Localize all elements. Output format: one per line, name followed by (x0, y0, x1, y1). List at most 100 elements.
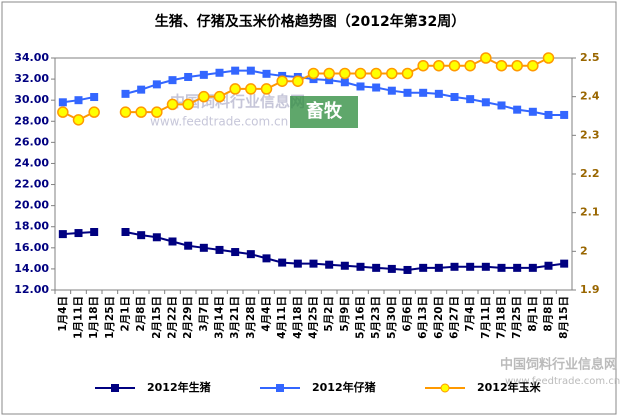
marker (74, 96, 83, 105)
y2-tick-label: 1.9 (580, 283, 600, 296)
marker (528, 107, 537, 116)
y2-tick-label: 2.2 (580, 167, 600, 180)
x-tick-label: 6月27日 (449, 296, 461, 339)
y-tick-label: 18.00 (14, 220, 49, 233)
marker (309, 259, 318, 268)
marker (497, 101, 506, 110)
marker (137, 231, 146, 240)
marker (544, 261, 553, 270)
x-tick-label: 2月29日 (182, 296, 194, 339)
marker (354, 67, 367, 80)
marker (293, 259, 302, 268)
marker (356, 262, 365, 271)
marker (152, 233, 161, 242)
marker (401, 67, 414, 80)
watermark: 中国饲料行业信息网 (500, 357, 617, 373)
y-tick-label: 22.00 (14, 178, 49, 191)
y-tick-label: 34.00 (14, 51, 49, 64)
marker (434, 263, 443, 272)
marker (166, 98, 179, 111)
legend-label: 2012年仔猪 (312, 380, 376, 394)
watermark: www.feedtrade.com.cn (505, 376, 620, 387)
marker (88, 106, 100, 118)
x-tick-label: 1月4日 (57, 296, 69, 332)
x-tick-label: 3月21日 (229, 296, 241, 339)
marker (495, 59, 508, 72)
legend-label: 2012年生猪 (147, 380, 211, 394)
y-tick-label: 16.00 (14, 241, 49, 254)
marker (72, 114, 85, 126)
marker (387, 86, 396, 95)
marker (542, 52, 555, 64)
x-tick-label: 5月30日 (386, 296, 398, 339)
x-tick-label: 5月16日 (355, 296, 367, 339)
marker (325, 260, 334, 269)
marker (262, 254, 271, 263)
chart-title: 生猪、仔猪及玉米价格趋势图（2012年第32周） (155, 13, 465, 30)
marker (215, 245, 224, 254)
marker (231, 248, 240, 257)
marker (340, 261, 349, 270)
x-tick-label: 3月7日 (198, 296, 210, 332)
marker (199, 243, 208, 252)
x-tick-label: 2月15日 (151, 296, 163, 339)
marker (513, 263, 522, 272)
marker (229, 83, 241, 95)
x-tick-label: 1月18日 (88, 296, 100, 339)
marker (245, 83, 257, 95)
x-tick-label: 7月4日 (464, 296, 476, 332)
marker (448, 59, 461, 72)
marker (137, 85, 146, 94)
marker (276, 75, 288, 87)
marker (151, 106, 163, 118)
x-tick-label: 6月13日 (417, 296, 429, 339)
marker (513, 105, 522, 114)
x-tick-label: 3月14日 (214, 296, 226, 339)
marker (433, 59, 445, 72)
marker (464, 59, 476, 72)
marker (198, 90, 210, 103)
marker (58, 98, 67, 107)
marker (481, 98, 490, 107)
marker (528, 263, 537, 272)
y-tick-label: 12.00 (14, 283, 49, 296)
y-tick-label: 24.00 (14, 156, 49, 169)
x-tick-label: 1月25日 (104, 296, 116, 339)
marker (497, 263, 506, 272)
y-tick-label: 14.00 (14, 262, 49, 275)
x-tick-label: 7月11日 (480, 296, 492, 339)
marker (527, 59, 539, 72)
marker (260, 83, 273, 95)
marker (560, 259, 569, 268)
x-tick-label: 3月28日 (245, 296, 257, 339)
marker (466, 95, 475, 104)
x-tick-label: 6月6日 (402, 296, 414, 332)
marker (168, 76, 177, 85)
marker (184, 72, 193, 81)
marker (419, 263, 428, 272)
marker (57, 106, 69, 118)
x-tick-label: 4月11日 (276, 296, 288, 339)
legend-marker (440, 383, 450, 393)
x-tick-label: 8月15日 (558, 296, 570, 339)
x-tick-label: 5月2日 (323, 296, 335, 332)
y2-tick-label: 2.3 (580, 128, 600, 141)
marker (135, 106, 147, 118)
x-tick-label: 2月1日 (120, 296, 132, 332)
marker (215, 68, 224, 77)
marker (370, 67, 382, 80)
marker (74, 229, 83, 238)
x-tick-label: 4月18日 (292, 296, 304, 339)
x-tick-label: 7月25日 (511, 296, 523, 339)
marker (560, 110, 569, 119)
marker (544, 110, 553, 119)
y-tick-label: 20.00 (14, 199, 49, 212)
marker (184, 241, 193, 250)
x-tick-label: 2月22日 (167, 296, 179, 339)
legend-marker (276, 384, 284, 392)
marker (168, 237, 177, 246)
marker (213, 90, 226, 103)
marker (246, 66, 255, 75)
y2-tick-label: 2.1 (580, 206, 600, 219)
